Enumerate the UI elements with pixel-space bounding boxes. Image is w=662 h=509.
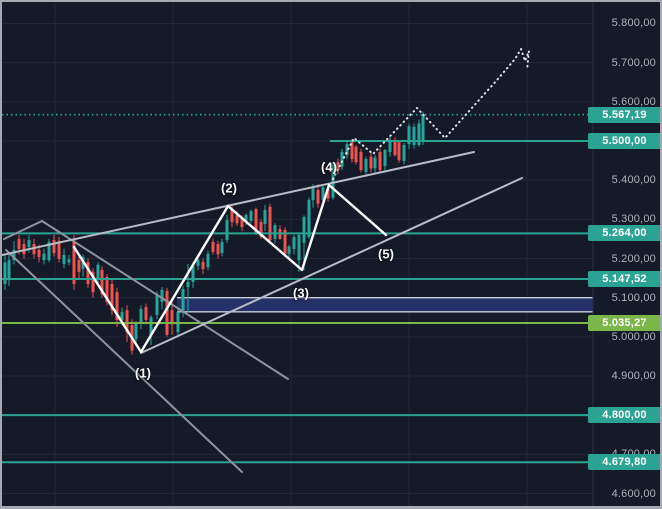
candle-body: [268, 206, 272, 241]
wedge-lower-line[interactable]: [140, 177, 523, 354]
candle-body: [393, 139, 397, 156]
candle-body: [47, 242, 51, 261]
candle-body: [17, 238, 21, 250]
candle-body: [125, 310, 129, 333]
candle-body: [259, 222, 263, 237]
candle-body: [421, 114, 425, 141]
candle-body: [191, 265, 195, 283]
candle-body: [326, 188, 330, 199]
candle-body: [155, 294, 159, 315]
candle-body: [196, 260, 200, 266]
candle-body: [100, 269, 104, 295]
candle-body: [283, 229, 287, 254]
candle-body: [369, 156, 373, 169]
candle-body: [181, 289, 185, 313]
candle-body: [240, 218, 244, 228]
candle-body: [230, 209, 234, 223]
candle-body: [388, 139, 392, 152]
candle-body: [42, 253, 46, 261]
channel-apex-left[interactable]: [3, 220, 43, 240]
candle-body: [67, 259, 71, 263]
candle-body: [263, 209, 267, 225]
pane-group: [2, 2, 593, 506]
candle-body: [62, 254, 66, 264]
candle-body: [91, 271, 95, 293]
candle-body: [134, 323, 138, 340]
candle-body: [22, 244, 26, 255]
candle-body: [206, 253, 210, 268]
candle-body: [287, 246, 291, 254]
candle-body: [336, 162, 340, 170]
candle-body: [165, 291, 169, 335]
candle-body: [186, 282, 190, 288]
candle-body: [316, 189, 320, 204]
candle-body: [311, 186, 315, 201]
elliott-zigzag[interactable]: [72, 183, 388, 354]
candle-body: [96, 264, 100, 279]
candle-body: [373, 157, 377, 169]
candle-body: [235, 215, 239, 224]
candle-body: [307, 200, 311, 237]
candle-body: [273, 225, 277, 239]
candle-body: [170, 310, 174, 325]
candle-body: [12, 249, 16, 261]
candle-body: [354, 146, 358, 163]
candle-body: [201, 262, 205, 270]
blue-zone[interactable]: [177, 297, 593, 312]
candle-body: [359, 151, 363, 170]
candle-body: [144, 307, 148, 320]
candle-body: [383, 150, 387, 167]
candle-body: [160, 289, 164, 302]
candle-body: [302, 216, 306, 243]
channel-lower-line[interactable]: [5, 249, 243, 473]
candle-body: [378, 151, 382, 170]
candle-body: [105, 276, 109, 302]
candle-body: [7, 260, 11, 279]
candle-body: [340, 151, 344, 167]
candle-body: [32, 244, 36, 255]
candle-body: [211, 242, 215, 252]
candle-body: [345, 144, 349, 156]
candle-body: [120, 312, 124, 320]
candle-body: [139, 309, 143, 323]
candle-body: [412, 126, 416, 145]
candle-body: [220, 242, 224, 254]
candle-body: [52, 240, 56, 254]
candle-body: [364, 159, 368, 172]
candle-body: [57, 240, 61, 259]
candle-body: [407, 126, 411, 145]
candle-body: [350, 142, 354, 160]
candle-body: [397, 142, 401, 161]
candle-body: [297, 235, 301, 261]
candle-body: [321, 187, 325, 200]
candle-body: [37, 249, 41, 257]
candle-body: [86, 262, 90, 284]
candle-body: [3, 262, 7, 284]
candle-body: [72, 240, 76, 284]
candle-body: [402, 144, 406, 161]
candle-body: [115, 292, 119, 320]
channel-upper-line[interactable]: [41, 220, 289, 380]
candle-body: [77, 260, 81, 272]
candle-body: [27, 240, 31, 248]
candle-body: [225, 220, 229, 241]
candle-body: [292, 236, 296, 250]
candle-body: [417, 123, 421, 145]
projection-dotted-path[interactable]: [332, 48, 530, 180]
candle-body: [244, 215, 248, 223]
candle-body: [331, 164, 335, 198]
candle-body: [249, 211, 253, 221]
candle-body: [254, 209, 258, 234]
candle-body: [216, 244, 220, 255]
candle-body: [110, 283, 114, 311]
candle-body: [149, 317, 153, 335]
wedge-upper-line[interactable]: [2, 151, 475, 256]
